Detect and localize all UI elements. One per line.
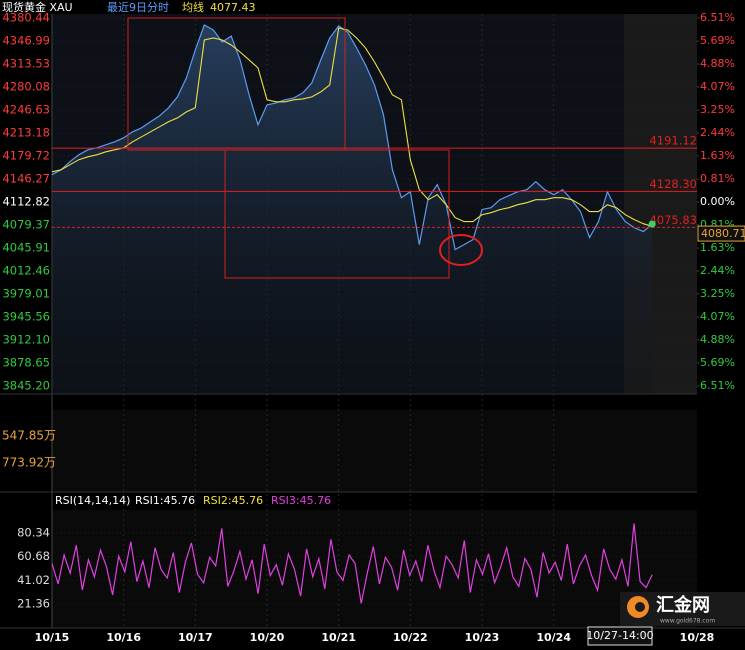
level-label: 4075.83 bbox=[649, 213, 697, 227]
y-tick-label: 4179.72 bbox=[2, 149, 50, 163]
chart-subtitle: 最近9日分时 bbox=[107, 1, 169, 14]
cursor-box bbox=[587, 626, 653, 646]
volume-label: 773.92万 bbox=[2, 456, 56, 470]
watermark-icon bbox=[635, 602, 645, 612]
y-tick-label: 4246.63 bbox=[2, 103, 50, 117]
cursor-label: 10/27-14:00 bbox=[586, 629, 653, 642]
chart-title: 现货黄金 XAU bbox=[2, 0, 73, 14]
y-tick-label: 4213.18 bbox=[2, 125, 50, 139]
y2-tick-label: 4.07% bbox=[700, 310, 735, 323]
y2-tick-label: 0.81% bbox=[700, 172, 735, 185]
watermark-name: 汇金网 bbox=[656, 594, 710, 616]
price-area bbox=[52, 25, 653, 394]
y2-tick-label: 5.69% bbox=[700, 356, 735, 369]
series-line bbox=[51, 24, 653, 251]
y2-tick-label: 4.88% bbox=[700, 333, 735, 346]
y-tick-label: 4012.46 bbox=[2, 264, 50, 278]
y-tick-label: 4146.27 bbox=[2, 172, 50, 186]
drawn-box bbox=[224, 149, 450, 279]
plot: 10/15 10/16 10/17 10/20 10/21 10/22 10/23 10/24… bbox=[2, 11, 745, 644]
level-label: 4128.30 bbox=[649, 177, 697, 191]
series-line bbox=[51, 27, 653, 227]
y2-tick-label: 3.25% bbox=[700, 103, 735, 116]
y-tick-label: 4313.53 bbox=[2, 57, 50, 71]
y2-tick-label: 4.88% bbox=[700, 57, 735, 70]
level-label: 4191.12 bbox=[649, 134, 697, 148]
legend-value: 4077.43 bbox=[210, 1, 256, 14]
y2-tick-label: 1.63% bbox=[700, 149, 735, 162]
y-tick-label: 4380.44 bbox=[2, 11, 50, 25]
x-tick-label: 10/16 bbox=[106, 631, 141, 644]
y2-tick-label: 3.25% bbox=[700, 287, 735, 300]
drawn-circle bbox=[439, 234, 483, 266]
y-tick-label: 4280.08 bbox=[2, 80, 50, 94]
y-tick-label: 4079.37 bbox=[2, 217, 50, 231]
y2-tick-label: 6.51% bbox=[700, 379, 735, 392]
y2-tick-label: 1.63% bbox=[700, 241, 735, 254]
legend-label: RSI3:45.76 bbox=[271, 494, 331, 507]
y-tick-label: 3878.65 bbox=[2, 356, 50, 370]
y-tick-label: 41.02 bbox=[17, 573, 50, 587]
y2-tick-label: 2.44% bbox=[700, 126, 735, 139]
y2-tick-label: 5.69% bbox=[700, 34, 735, 47]
y-tick-label: 3979.01 bbox=[2, 287, 50, 301]
watermark-site: www.gold678.com bbox=[660, 618, 715, 625]
x-tick-label: 10/20 bbox=[250, 631, 285, 644]
y-tick-label: 4112.82 bbox=[2, 195, 50, 209]
y-tick-label: 80.34 bbox=[17, 525, 50, 539]
legend-label: 均线 bbox=[182, 0, 204, 14]
y-tick-label: 4045.91 bbox=[2, 241, 50, 255]
y2-tick-label: 4.07% bbox=[700, 80, 735, 93]
y-tick-label: 3912.10 bbox=[2, 333, 50, 347]
series-line bbox=[51, 523, 653, 604]
x-tick-label: 10/17 bbox=[178, 631, 213, 644]
x-tick-label: 10/28 bbox=[680, 631, 715, 644]
x-tick-label: 10/23 bbox=[465, 631, 500, 644]
legend-label: RSI1:45.76 bbox=[135, 494, 195, 507]
x-tick-label: 10/21 bbox=[321, 631, 356, 644]
y-tick-label: 3845.20 bbox=[2, 379, 50, 393]
y-tick-label: 60.68 bbox=[17, 549, 50, 563]
volume-panel bbox=[52, 410, 697, 492]
y-tick-label: 3945.56 bbox=[2, 309, 50, 323]
y2-tick-label: 2.44% bbox=[700, 264, 735, 277]
y-tick-label: 4346.99 bbox=[2, 33, 50, 47]
x-tick-label: 10/15 bbox=[35, 631, 70, 644]
y2-tick-label: 0.00% bbox=[700, 195, 735, 208]
x-tick-label: 10/22 bbox=[393, 631, 428, 644]
volume-label: 547.85万 bbox=[2, 429, 56, 443]
price-tag-label: 4080.71 bbox=[701, 227, 745, 240]
legend-label: RSI2:45.76 bbox=[203, 494, 263, 507]
rsi-title: RSI(14,14,14) bbox=[55, 494, 130, 507]
x-tick-label: 10/24 bbox=[536, 631, 571, 644]
price-tag bbox=[697, 225, 745, 242]
y2-tick-label: 6.51% bbox=[700, 11, 735, 24]
y-tick-label: 21.36 bbox=[17, 597, 50, 611]
last-point bbox=[648, 220, 656, 228]
